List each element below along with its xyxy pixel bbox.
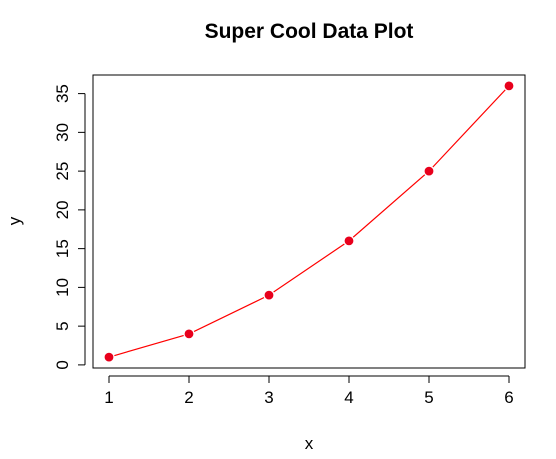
y-tick-label: 0 (53, 360, 72, 369)
y-tick-label: 35 (53, 84, 72, 103)
y-axis: 0 5 10 15 20 25 30 35 (53, 84, 86, 370)
plot-frame (92, 74, 526, 369)
y-tick-label: 15 (53, 239, 72, 258)
series-lines (108, 85, 510, 358)
x-tick-label: 3 (264, 388, 273, 407)
y-tick-label: 20 (53, 200, 72, 219)
series-points (103, 80, 515, 363)
x-tick-label: 6 (504, 388, 513, 407)
x-tick-label: 5 (424, 388, 433, 407)
x-tick-label: 4 (344, 388, 353, 407)
y-tick-label: 5 (53, 321, 72, 330)
x-tick-label: 1 (104, 388, 113, 407)
y-tick-label: 30 (53, 123, 72, 142)
series-line (108, 85, 510, 358)
x-tick-label: 2 (184, 388, 193, 407)
chart-title: Super Cool Data Plot (205, 20, 414, 43)
data-point (263, 289, 275, 301)
data-point (183, 328, 195, 340)
y-tick-label: 25 (53, 162, 72, 181)
x-axis-label: x (305, 434, 314, 453)
y-tick-label: 10 (53, 278, 72, 297)
data-point (503, 80, 515, 92)
y-axis-label: y (5, 216, 24, 225)
data-point (423, 165, 435, 177)
data-point (343, 235, 355, 247)
data-point (103, 351, 115, 363)
x-axis: 1 2 3 4 5 6 (104, 375, 514, 407)
